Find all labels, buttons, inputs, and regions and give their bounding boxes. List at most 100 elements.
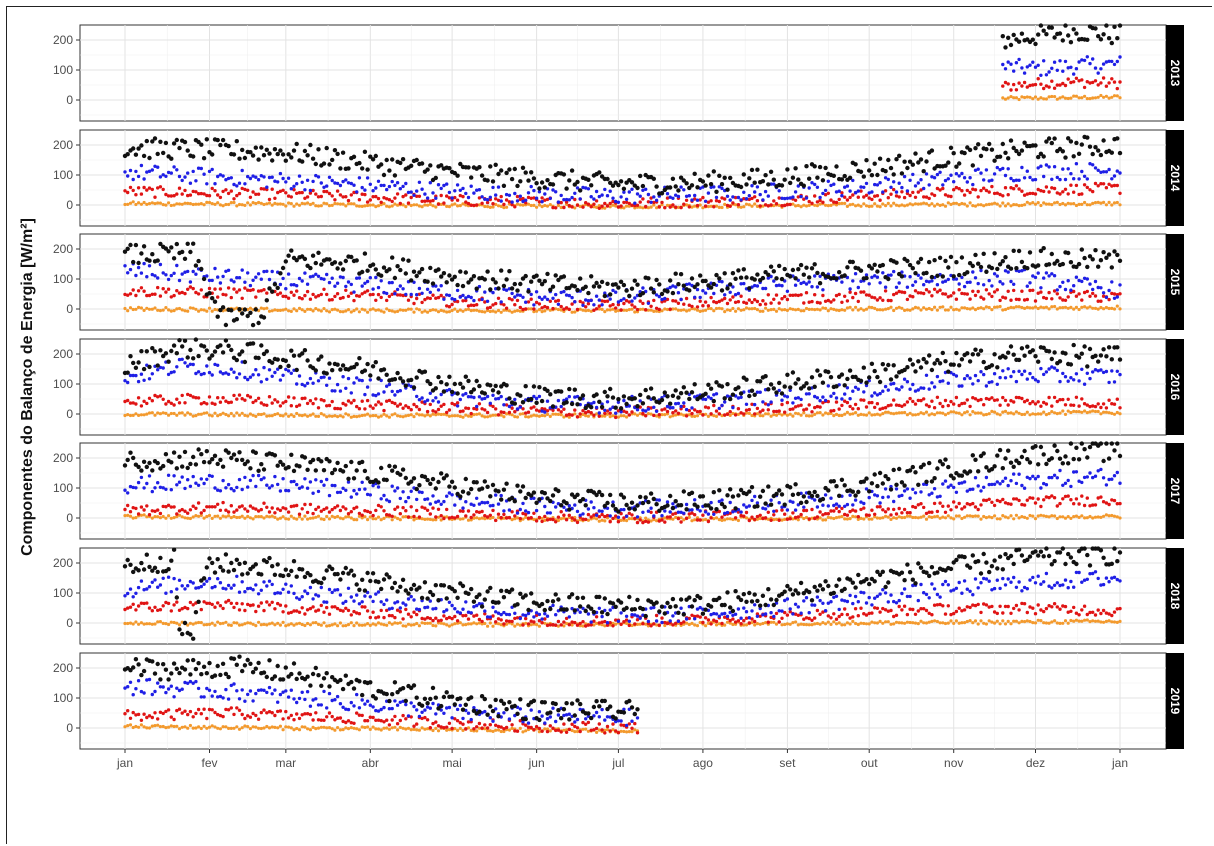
data-point-blue: [1025, 284, 1030, 288]
data-point-red: [810, 299, 814, 304]
data-point-red: [551, 306, 555, 311]
data-point-blue: [911, 382, 915, 387]
data-point-orange: [409, 307, 413, 311]
data-point-red: [1009, 88, 1013, 92]
data-point-black: [779, 183, 785, 188]
data-point-blue: [584, 298, 588, 302]
data-point-black: [196, 353, 201, 359]
data-point-red: [894, 194, 899, 198]
data-point-orange: [905, 413, 910, 417]
data-point-blue: [709, 185, 713, 189]
data-point-red: [785, 400, 790, 405]
data-point-blue: [180, 272, 184, 276]
data-point-orange: [655, 309, 659, 313]
data-point-black: [954, 260, 959, 265]
data-point-black: [589, 274, 594, 279]
data-point-blue: [1055, 175, 1060, 180]
data-point-orange: [892, 412, 896, 416]
data-point-black: [316, 147, 321, 152]
data-point-red: [202, 192, 206, 196]
data-point-blue: [243, 182, 247, 186]
data-point-blue: [461, 293, 465, 298]
data-point-blue: [1072, 284, 1076, 288]
data-point-red: [431, 293, 435, 297]
data-point-red: [276, 292, 280, 297]
data-point-orange: [840, 413, 844, 418]
data-point-black: [1036, 359, 1041, 364]
data-point-blue: [455, 404, 460, 408]
data-point-orange: [984, 203, 989, 207]
data-point-orange: [169, 203, 173, 208]
data-point-orange: [349, 202, 353, 206]
data-point-blue: [502, 403, 506, 407]
data-point-black: [384, 372, 389, 377]
data-point-orange: [464, 308, 468, 312]
data-point-black: [763, 374, 768, 379]
data-point-black: [861, 174, 866, 179]
data-point-red: [1050, 79, 1054, 83]
data-point-blue: [224, 178, 228, 182]
data-point-black: [414, 375, 419, 380]
data-point-orange: [300, 517, 304, 521]
data-point-blue: [390, 179, 394, 184]
data-point-blue: [475, 188, 479, 192]
data-point-orange: [194, 514, 198, 518]
data-point-red: [1031, 400, 1035, 404]
data-point-orange: [306, 414, 310, 418]
data-point-blue: [1047, 274, 1051, 278]
data-point-blue: [281, 276, 285, 281]
data-point-blue: [1003, 173, 1008, 178]
data-point-blue: [676, 291, 681, 295]
data-point-black: [338, 166, 343, 171]
data-point-orange: [284, 204, 288, 208]
data-point-blue: [883, 285, 888, 289]
data-point-red: [297, 191, 302, 195]
data-point-black: [867, 375, 872, 380]
data-point-black: [888, 377, 894, 382]
data-point-red: [635, 203, 640, 207]
data-point-red: [594, 307, 599, 311]
data-point-orange: [1003, 409, 1008, 413]
data-point-orange: [447, 414, 451, 418]
data-point-red: [1020, 396, 1024, 401]
data-point-orange: [1066, 96, 1070, 101]
data-point-orange: [905, 203, 910, 207]
data-point-red: [1003, 296, 1008, 300]
data-point-orange: [671, 307, 675, 311]
data-point-blue: [346, 280, 351, 284]
data-point-red: [150, 187, 154, 192]
data-point-black: [817, 373, 823, 378]
data-point-blue: [742, 281, 746, 286]
data-point-black: [270, 360, 275, 365]
data-point-black: [1096, 359, 1101, 364]
data-point-red: [1118, 406, 1122, 410]
data-point-blue: [1022, 369, 1027, 373]
data-point-orange: [390, 204, 394, 208]
data-point-orange: [987, 412, 991, 416]
data-point-black: [1019, 148, 1025, 153]
data-point-red: [461, 409, 465, 413]
data-point-black: [242, 155, 248, 161]
data-point-orange: [1055, 97, 1059, 101]
data-point-orange: [156, 201, 160, 205]
data-point-blue: [458, 397, 462, 402]
data-point-blue: [126, 174, 130, 178]
data-point-blue: [856, 285, 860, 290]
data-point-blue: [295, 182, 299, 186]
data-point-blue: [341, 275, 345, 280]
data-point-red: [515, 298, 520, 303]
data-point-black: [736, 385, 741, 390]
data-point-black: [493, 162, 498, 167]
data-point-blue: [1082, 174, 1087, 178]
data-point-black: [324, 371, 329, 376]
data-point-black: [147, 364, 152, 370]
data-point-orange: [1102, 410, 1106, 414]
data-point-blue: [156, 276, 160, 280]
data-point-black: [910, 266, 915, 271]
data-point-red: [646, 200, 651, 204]
data-point-blue: [235, 276, 239, 280]
data-point-orange: [943, 204, 948, 208]
data-point-black: [384, 157, 389, 163]
data-point-blue: [807, 186, 811, 190]
data-point-black: [943, 258, 948, 264]
